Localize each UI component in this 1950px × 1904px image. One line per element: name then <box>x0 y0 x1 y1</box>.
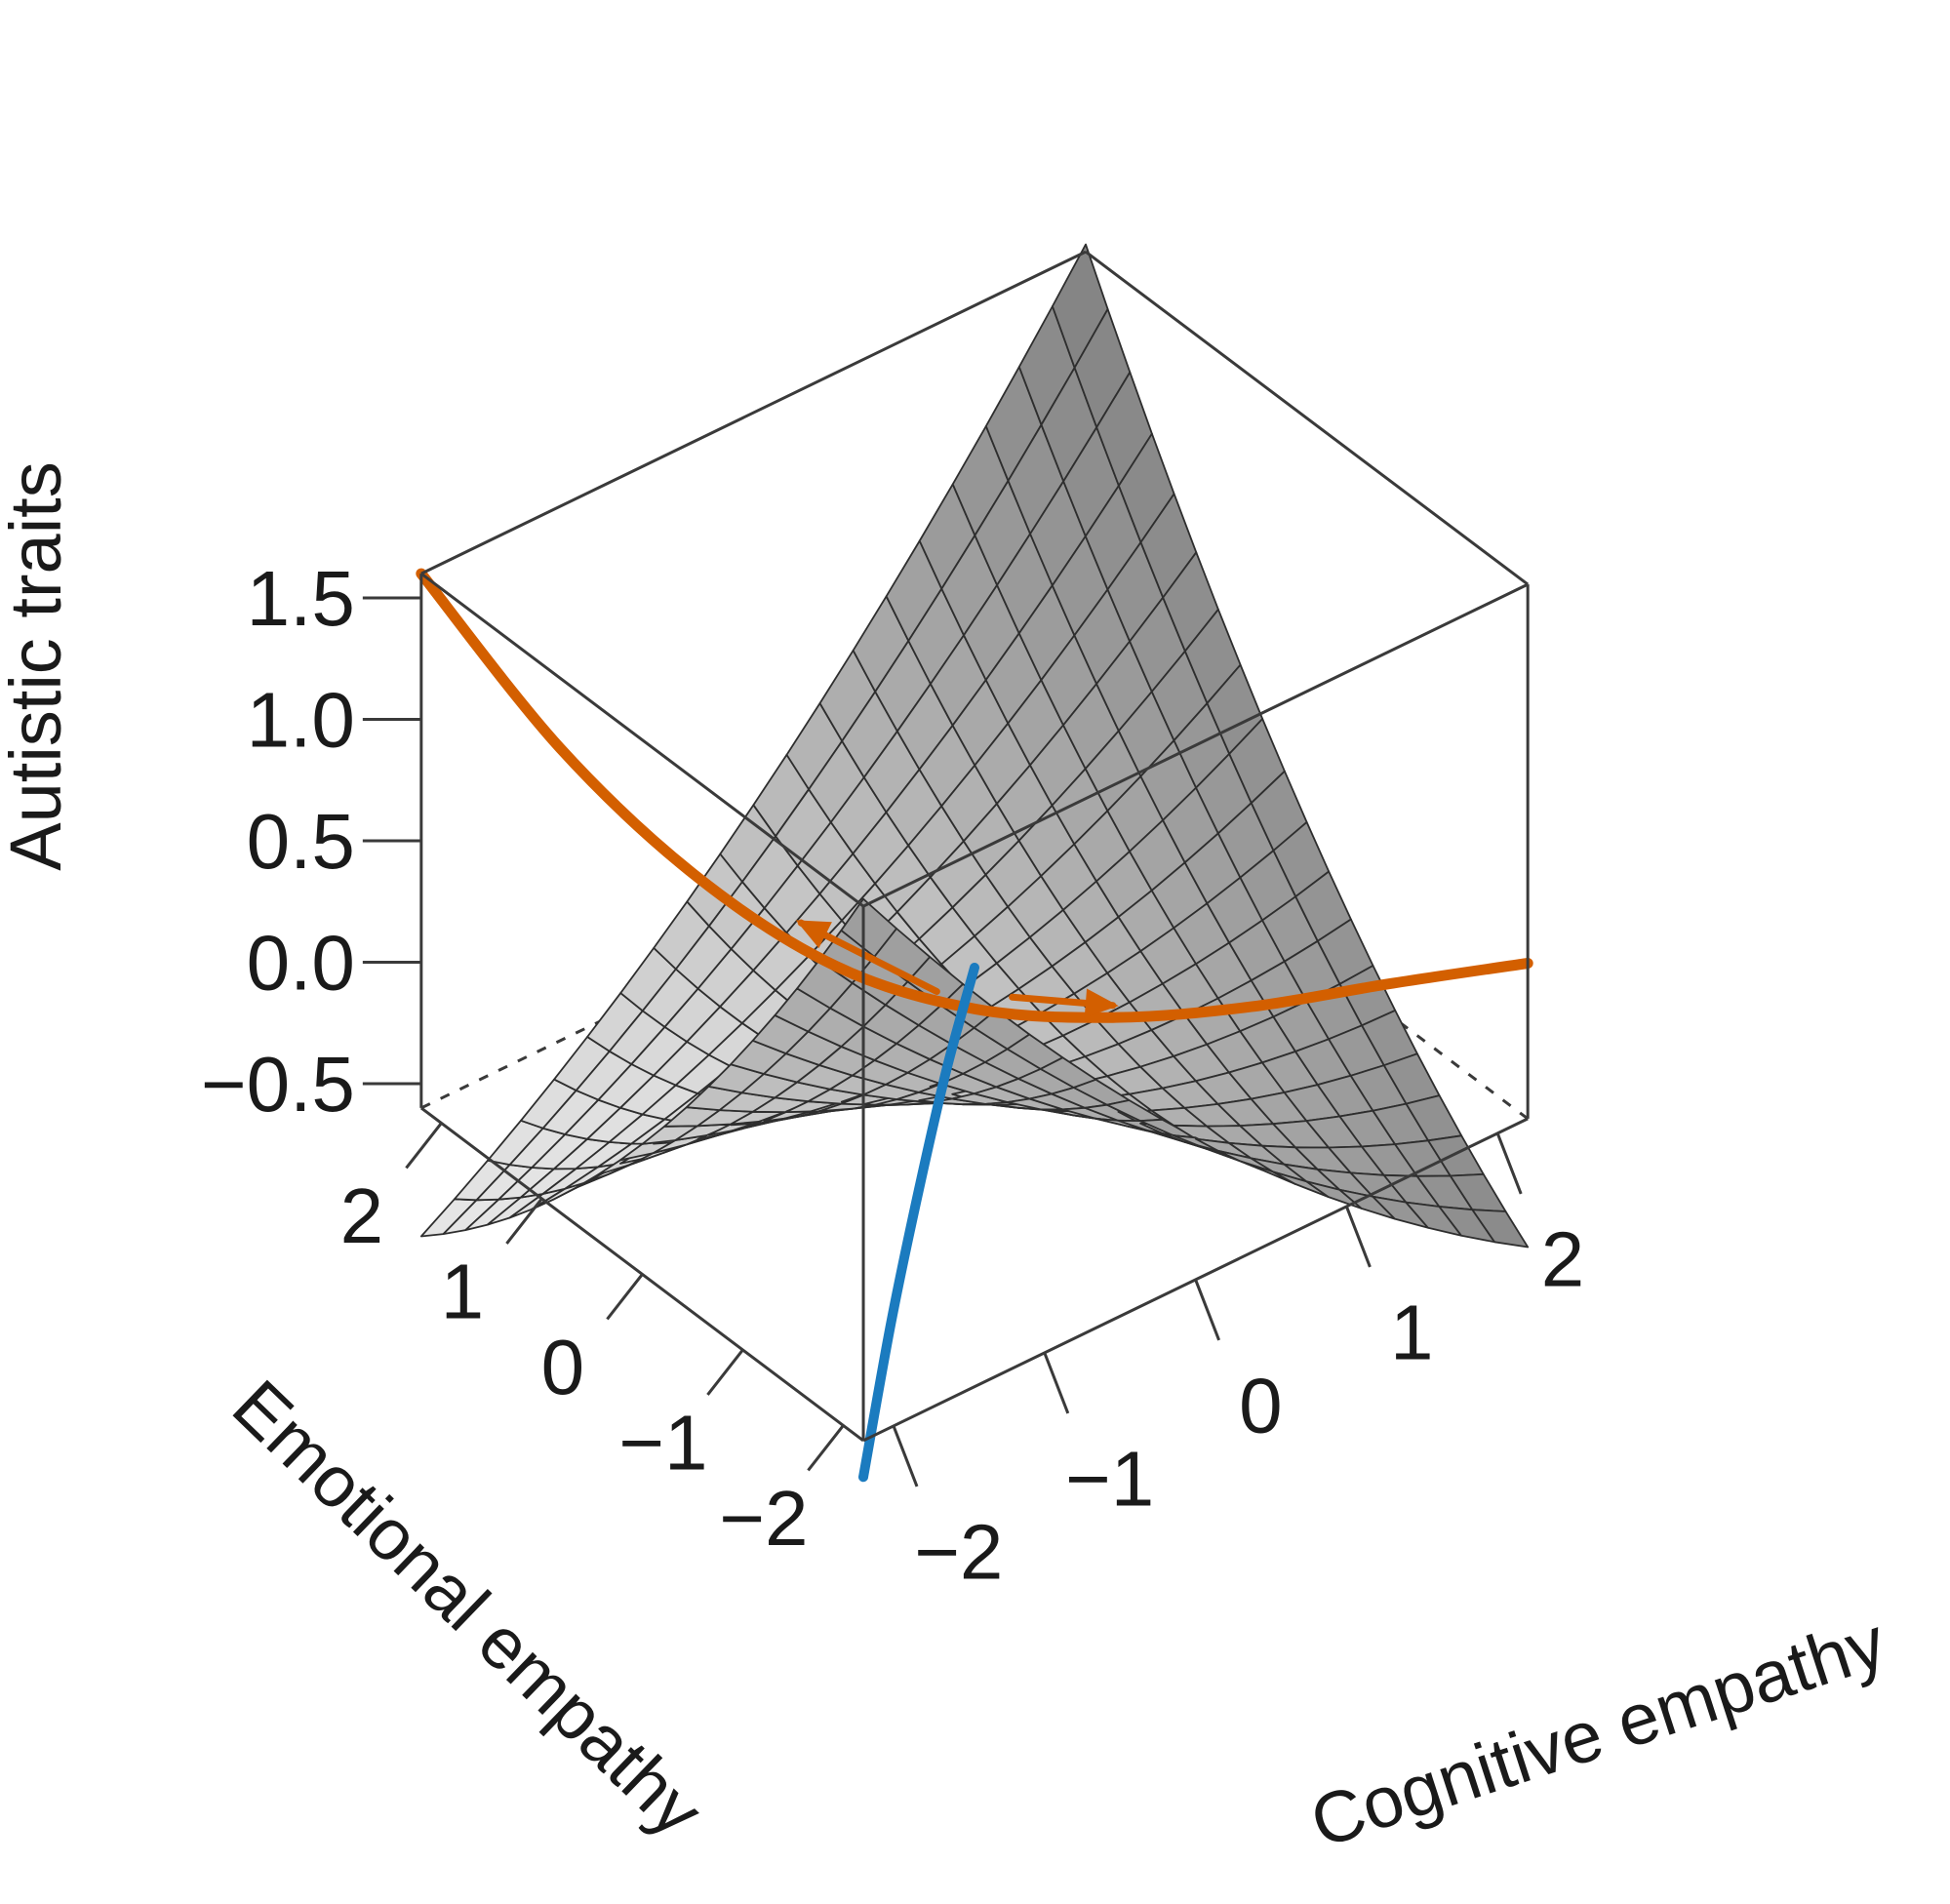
surface-lines <box>416 568 1533 1483</box>
z-tick-label: 0.0 <box>247 920 355 1007</box>
x-tick <box>1495 1132 1523 1195</box>
y-tick-label: −1 <box>618 1400 707 1487</box>
x-tick-label: 2 <box>1541 1215 1585 1302</box>
y-tick-label: 2 <box>340 1172 384 1259</box>
z-tick-label: 1.0 <box>247 677 355 764</box>
y-tick <box>405 1122 443 1170</box>
y-tick <box>505 1197 543 1245</box>
z-axis-title: Autistic traits <box>0 461 76 870</box>
arrow-emotional-head <box>795 920 832 949</box>
arrow-cognitive-head <box>1084 988 1119 1018</box>
x-tick <box>1345 1206 1372 1268</box>
x-tick-label: 0 <box>1239 1362 1283 1448</box>
x-axis-title: Cognitive empathy <box>1301 1602 1895 1863</box>
hidden-edge-2 <box>1085 784 1530 1121</box>
x-tick-label: 1 <box>1390 1289 1434 1375</box>
congruence-line <box>858 963 979 1483</box>
y-tick <box>706 1348 744 1396</box>
x-tick-label: −1 <box>1065 1435 1154 1522</box>
y-tick-label: 0 <box>541 1324 585 1410</box>
incongruence-line <box>416 568 1533 1023</box>
x-tick-label: −2 <box>914 1508 1003 1595</box>
z-tick-label: 0.5 <box>247 798 355 885</box>
z-tick-label: −0.5 <box>201 1041 355 1128</box>
box-edge-0 <box>420 250 1087 575</box>
box-edge-3 <box>419 572 864 908</box>
x-tick <box>1194 1279 1220 1341</box>
y-tick-label: −2 <box>719 1475 808 1562</box>
y-tick <box>606 1273 644 1321</box>
y-tick-label: 1 <box>441 1249 485 1335</box>
z-tick-label: 1.5 <box>247 555 355 642</box>
box-edge-1 <box>1085 250 1530 586</box>
response-surface <box>419 243 1530 1249</box>
x-tick <box>892 1425 919 1488</box>
surface-facet <box>1471 1209 1530 1249</box>
box-edge-2 <box>862 582 1529 908</box>
bounding-box <box>419 250 1530 1443</box>
y-tick <box>807 1424 845 1472</box>
x-tick <box>1043 1352 1070 1414</box>
